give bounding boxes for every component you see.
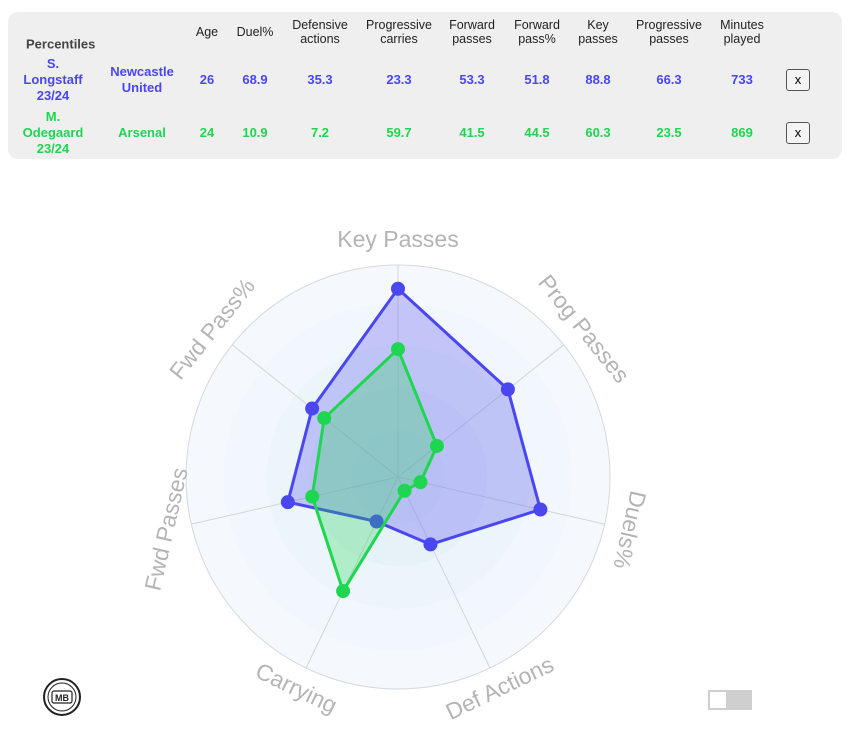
series-area <box>286 287 542 546</box>
team-name: Arsenal <box>118 125 166 140</box>
radar-spoke <box>397 476 491 669</box>
comparison-table: Percentiles <box>8 12 842 159</box>
stat-value: 7.2 <box>310 125 330 140</box>
axis-label: Duels% <box>608 488 651 571</box>
column-header: Duel% <box>236 25 274 39</box>
team-name: Newcastle United <box>110 64 174 95</box>
column-header: Progressive carries <box>366 18 432 46</box>
data-point <box>391 281 405 296</box>
data-point <box>305 489 320 504</box>
data-point <box>369 514 384 529</box>
remove-player-button[interactable]: x <box>786 122 810 144</box>
column-header: Defensive actions <box>292 18 348 46</box>
player-name: M. Odegaard 23/24 <box>22 109 84 156</box>
data-point <box>391 342 405 357</box>
data-point <box>336 584 351 599</box>
stat-value: 44.5 <box>524 125 550 140</box>
data-point <box>533 502 548 517</box>
data-point <box>429 438 444 453</box>
stat-value: 59.7 <box>386 125 412 140</box>
stat-value: 41.5 <box>459 125 485 140</box>
stat-value: 869 <box>731 125 753 140</box>
column-header: Forward pass% <box>514 18 560 46</box>
stat-value: 88.8 <box>585 72 611 87</box>
axis-label: Fwd Passes <box>139 465 192 593</box>
stat-value: 68.9 <box>242 72 268 87</box>
column-header: Age <box>195 25 219 39</box>
mb-logo: MB <box>42 677 82 717</box>
stat-value: 51.8 <box>524 72 550 87</box>
column-header: Key passes <box>578 18 618 46</box>
stat-value: 53.3 <box>459 72 485 87</box>
column-header: Minutes played <box>720 18 764 46</box>
svg-text:MB: MB <box>55 693 69 703</box>
toggle-knob <box>710 692 726 708</box>
table-title: Percentiles <box>26 36 96 52</box>
remove-player-button[interactable]: x <box>786 69 810 91</box>
column-header: Progressive passes <box>636 18 702 46</box>
data-point <box>305 401 320 416</box>
stat-value: 24 <box>199 125 215 140</box>
column-header: Forward passes <box>449 18 495 46</box>
data-point <box>397 483 412 498</box>
data-point <box>423 537 438 552</box>
radar-spoke <box>305 476 399 669</box>
data-point <box>280 495 295 510</box>
stat-value: 733 <box>731 72 753 87</box>
axis-label: Key Passes <box>337 226 458 252</box>
stat-value: 35.3 <box>307 72 333 87</box>
stat-value: 10.9 <box>242 125 268 140</box>
player-name: S. Longstaff 23/24 <box>23 56 83 103</box>
stat-value: 66.3 <box>656 72 682 87</box>
data-point <box>413 475 428 490</box>
theme-toggle[interactable] <box>708 690 752 710</box>
radar-spoke <box>397 476 605 525</box>
stat-value: 26 <box>199 72 215 87</box>
stat-value: 23.5 <box>656 125 682 140</box>
data-point <box>317 411 332 426</box>
radar-spoke <box>397 344 565 478</box>
stat-value: 23.3 <box>386 72 412 87</box>
data-point <box>500 382 515 397</box>
stat-value: 60.3 <box>585 125 611 140</box>
